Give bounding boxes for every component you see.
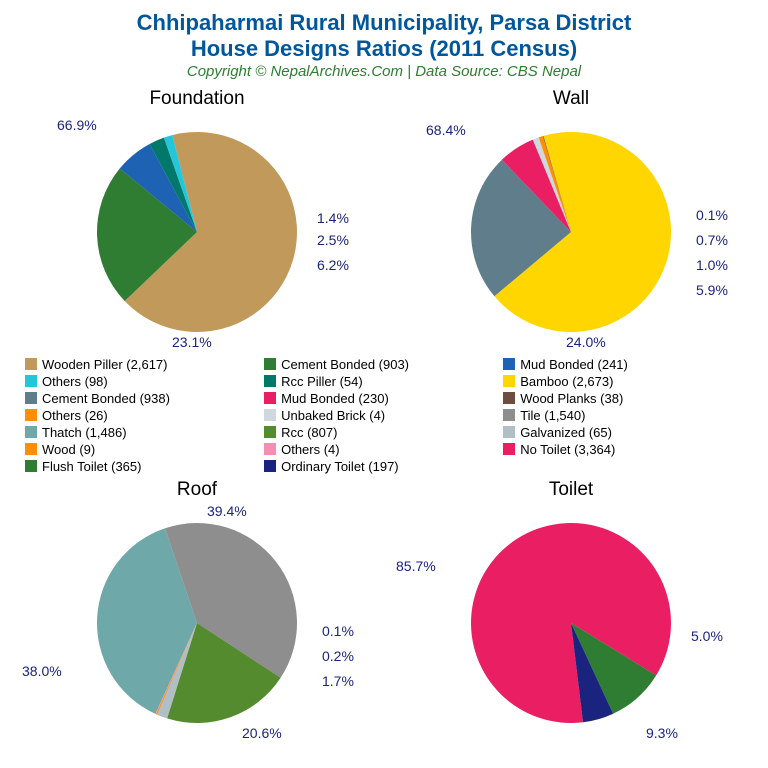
pct-label: 0.2% <box>322 648 354 664</box>
pct-label: 85.7% <box>396 558 436 574</box>
pct-label: 0.7% <box>696 232 728 248</box>
legend-swatch <box>264 392 276 404</box>
roof-chart: Roof 38.0% 39.4% 20.6% 1.7% 0.2% 0.1% <box>17 479 377 743</box>
pct-label: 68.4% <box>426 122 466 138</box>
legend-swatch <box>25 375 37 387</box>
legend-item: Others (98) <box>25 374 260 389</box>
legend-text: Cement Bonded (903) <box>281 357 409 372</box>
legend-text: Mud Bonded (230) <box>281 391 389 406</box>
pct-label: 0.1% <box>322 623 354 639</box>
pct-label: 66.9% <box>57 117 97 133</box>
pct-label: 0.1% <box>696 207 728 223</box>
legend-item: Others (4) <box>264 442 499 457</box>
legend-text: Galvanized (65) <box>520 425 612 440</box>
pct-label: 1.0% <box>696 257 728 273</box>
wall-title: Wall <box>391 88 751 110</box>
legend-item: Rcc (807) <box>264 425 499 440</box>
legend-text: Tile (1,540) <box>520 408 585 423</box>
legend-item: Ordinary Toilet (197) <box>264 459 499 474</box>
legend-swatch <box>264 426 276 438</box>
legend-text: Others (4) <box>281 442 340 457</box>
pct-label: 39.4% <box>207 503 247 519</box>
legend-swatch <box>503 392 515 404</box>
legend-item: Tile (1,540) <box>503 408 738 423</box>
legend-text: Others (98) <box>42 374 108 389</box>
pct-label: 20.6% <box>242 725 282 741</box>
legend-item: Unbaked Brick (4) <box>264 408 499 423</box>
subtitle: Copyright © NepalArchives.Com | Data Sou… <box>10 63 758 80</box>
legend-item: Mud Bonded (241) <box>503 357 738 372</box>
pct-label: 1.7% <box>322 673 354 689</box>
legend: Wooden Piller (2,617) Others (98) Cement B… <box>10 352 758 479</box>
legend-item: Cement Bonded (903) <box>264 357 499 372</box>
foundation-title: Foundation <box>17 88 377 110</box>
legend-item: No Toilet (3,364) <box>503 442 738 457</box>
pct-label: 6.2% <box>317 257 349 273</box>
legend-item: Wood (9) <box>25 442 260 457</box>
legend-swatch <box>25 426 37 438</box>
top-chart-row: Foundation 66.9% 23.1% 6.2% 2.5% 1.4% Wall 6… <box>10 88 758 352</box>
legend-item: Galvanized (65) <box>503 425 738 440</box>
legend-text: Wood Planks (38) <box>520 391 623 406</box>
legend-swatch <box>25 460 37 472</box>
legend-swatch <box>25 358 37 370</box>
legend-swatch <box>264 443 276 455</box>
wall-chart: Wall 68.4% 24.0% 5.9% 1.0% 0.7% 0.1% <box>391 88 751 352</box>
legend-swatch <box>264 460 276 472</box>
legend-swatch <box>503 443 515 455</box>
legend-item: Bamboo (2,673) <box>503 374 738 389</box>
pct-label: 2.5% <box>317 232 349 248</box>
toilet-chart: Toilet 85.7% 9.3% 5.0% <box>391 479 751 743</box>
legend-text: Ordinary Toilet (197) <box>281 459 399 474</box>
legend-item: Rcc Piller (54) <box>264 374 499 389</box>
pct-label: 24.0% <box>566 334 606 350</box>
legend-swatch <box>503 375 515 387</box>
legend-swatch <box>25 443 37 455</box>
legend-item: Others (26) <box>25 408 260 423</box>
roof-title: Roof <box>17 479 377 501</box>
pct-label: 5.0% <box>691 628 723 644</box>
legend-swatch <box>503 426 515 438</box>
legend-text: Rcc Piller (54) <box>281 374 363 389</box>
legend-text: Cement Bonded (938) <box>42 391 170 406</box>
legend-item: Wood Planks (38) <box>503 391 738 406</box>
legend-item: Wooden Piller (2,617) <box>25 357 260 372</box>
legend-text: Flush Toilet (365) <box>42 459 141 474</box>
pct-label: 5.9% <box>696 282 728 298</box>
pct-label: 9.3% <box>646 725 678 741</box>
legend-swatch <box>264 409 276 421</box>
toilet-title: Toilet <box>391 479 751 501</box>
legend-swatch <box>264 375 276 387</box>
pct-label: 23.1% <box>172 334 212 350</box>
main-title: Chhipaharmai Rural Municipality, Parsa D… <box>10 10 758 63</box>
pct-label: 38.0% <box>22 663 62 679</box>
legend-swatch <box>503 409 515 421</box>
legend-swatch <box>264 358 276 370</box>
legend-text: Others (26) <box>42 408 108 423</box>
pct-label: 1.4% <box>317 210 349 226</box>
legend-text: Bamboo (2,673) <box>520 374 613 389</box>
bottom-chart-row: Roof 38.0% 39.4% 20.6% 1.7% 0.2% 0.1% Toilet … <box>10 479 758 743</box>
legend-item: Thatch (1,486) <box>25 425 260 440</box>
legend-swatch <box>503 358 515 370</box>
legend-text: Unbaked Brick (4) <box>281 408 385 423</box>
legend-text: No Toilet (3,364) <box>520 442 615 457</box>
legend-text: Rcc (807) <box>281 425 337 440</box>
legend-text: Thatch (1,486) <box>42 425 127 440</box>
legend-text: Wooden Piller (2,617) <box>42 357 168 372</box>
legend-text: Wood (9) <box>42 442 95 457</box>
foundation-chart: Foundation 66.9% 23.1% 6.2% 2.5% 1.4% <box>17 88 377 352</box>
legend-swatch <box>25 409 37 421</box>
legend-item: Cement Bonded (938) <box>25 391 260 406</box>
legend-item: Mud Bonded (230) <box>264 391 499 406</box>
legend-swatch <box>25 392 37 404</box>
legend-item: Flush Toilet (365) <box>25 459 260 474</box>
legend-text: Mud Bonded (241) <box>520 357 628 372</box>
